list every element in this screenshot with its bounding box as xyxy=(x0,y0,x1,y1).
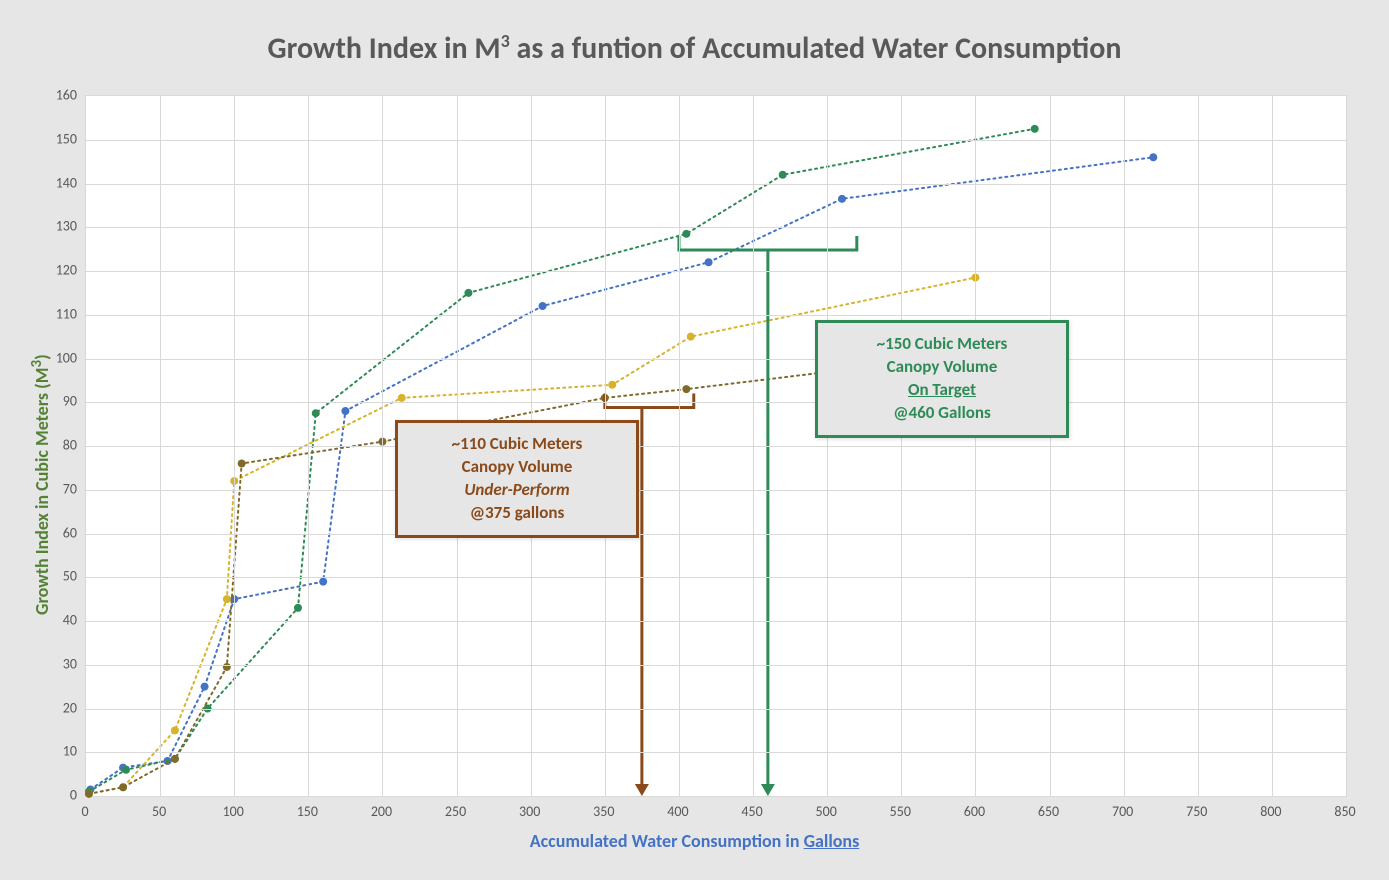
y-tick: 110 xyxy=(47,305,77,322)
gridline-h xyxy=(86,184,1346,185)
series-marker xyxy=(682,230,690,238)
series-marker xyxy=(223,595,231,603)
series-marker xyxy=(85,790,93,798)
callout-bracket xyxy=(679,236,857,250)
x-tick: 250 xyxy=(445,803,466,820)
y-tick: 10 xyxy=(47,743,77,760)
x-tick: 750 xyxy=(1186,803,1207,820)
x-tick: 50 xyxy=(152,803,166,820)
y-tick: 100 xyxy=(47,349,77,366)
x-tick: 350 xyxy=(593,803,614,820)
y-tick: 60 xyxy=(47,524,77,541)
gridline-h xyxy=(86,621,1346,622)
y-tick: 40 xyxy=(47,612,77,629)
y-tick: 80 xyxy=(47,437,77,454)
x-tick: 650 xyxy=(1038,803,1059,820)
gridline-h xyxy=(86,709,1346,710)
gridline-h xyxy=(86,665,1346,666)
y-tick: 20 xyxy=(47,699,77,716)
series-marker xyxy=(608,381,616,389)
x-tick: 150 xyxy=(297,803,318,820)
x-tick: 700 xyxy=(1112,803,1133,820)
series-marker xyxy=(539,302,547,310)
x-tick: 100 xyxy=(223,803,244,820)
y-tick: 150 xyxy=(47,130,77,147)
y-tick: 0 xyxy=(47,787,77,804)
gridline-h xyxy=(86,446,1346,447)
x-tick: 550 xyxy=(890,803,911,820)
series-marker xyxy=(1149,153,1157,161)
chart-title: Growth Index in M3 as a funtion of Accum… xyxy=(0,30,1389,67)
gridline-h xyxy=(86,402,1346,403)
gridline-h xyxy=(86,315,1346,316)
x-tick: 400 xyxy=(667,803,688,820)
x-axis-label: Accumulated Water Consumption in Gallons xyxy=(0,830,1389,852)
series-marker xyxy=(201,683,209,691)
series-marker xyxy=(294,604,302,612)
x-tick: 200 xyxy=(371,803,392,820)
x-tick: 600 xyxy=(964,803,985,820)
x-tick: 800 xyxy=(1260,803,1281,820)
series-marker xyxy=(398,394,406,402)
x-tick: 850 xyxy=(1334,803,1355,820)
series-marker xyxy=(122,766,130,774)
x-tick: 0 xyxy=(81,803,88,820)
gridline-h xyxy=(86,271,1346,272)
y-tick: 30 xyxy=(47,655,77,672)
y-tick: 120 xyxy=(47,262,77,279)
y-tick: 140 xyxy=(47,174,77,191)
y-tick: 50 xyxy=(47,568,77,585)
plot-area xyxy=(85,95,1347,797)
gridline-h xyxy=(86,359,1346,360)
x-tick: 500 xyxy=(816,803,837,820)
gridline-h xyxy=(86,752,1346,753)
series-marker xyxy=(687,333,695,341)
callout-arrowhead xyxy=(635,784,649,796)
series-marker xyxy=(171,726,179,734)
series-marker xyxy=(119,783,127,791)
series-marker xyxy=(779,171,787,179)
gridline-h xyxy=(86,140,1346,141)
x-tick: 300 xyxy=(519,803,540,820)
series-marker xyxy=(171,755,179,763)
gridline-h xyxy=(86,577,1346,578)
callout-box-target: ~150 Cubic MetersCanopy VolumeOn Target@… xyxy=(815,320,1069,438)
callout-arrowhead xyxy=(761,784,775,796)
y-tick: 130 xyxy=(47,218,77,235)
series-marker xyxy=(319,578,327,586)
series-marker xyxy=(464,289,472,297)
series-marker xyxy=(838,195,846,203)
chart-container: Growth Index in M3 as a funtion of Accum… xyxy=(0,0,1389,880)
x-tick: 450 xyxy=(741,803,762,820)
series-marker xyxy=(312,409,320,417)
y-tick: 90 xyxy=(47,393,77,410)
series-marker xyxy=(705,258,713,266)
series-marker xyxy=(238,460,246,468)
gridline-h xyxy=(86,534,1346,535)
series-marker xyxy=(682,385,690,393)
y-tick: 160 xyxy=(47,87,77,104)
series-marker xyxy=(341,407,349,415)
gridline-h xyxy=(86,490,1346,491)
gridline-h xyxy=(86,227,1346,228)
series-marker xyxy=(1031,125,1039,133)
callout-box-under: ~110 Cubic MetersCanopy VolumeUnder-Perf… xyxy=(395,420,639,538)
y-tick: 70 xyxy=(47,480,77,497)
